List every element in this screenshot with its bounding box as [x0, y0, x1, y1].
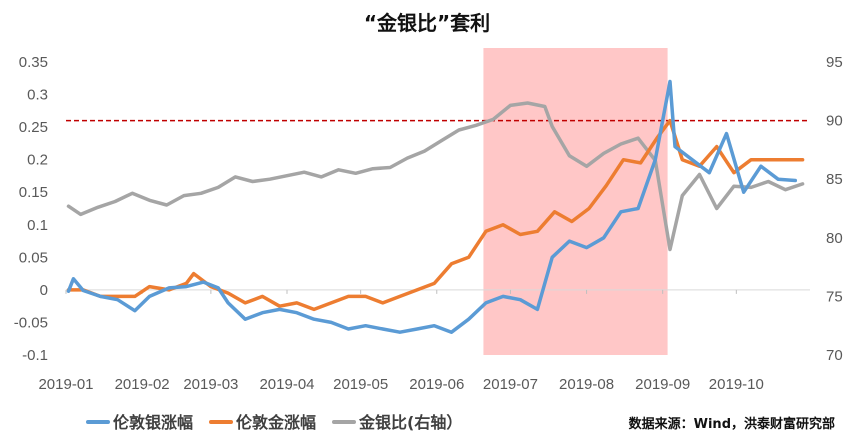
y-right-tick-label: 95	[826, 54, 843, 71]
highlight-band	[483, 48, 668, 355]
legend-label: 伦敦银涨幅	[113, 413, 193, 432]
left-axis-ticks: -0.1 -0.05 0 0.05 0.1 0.15 0.2 0.25 0.3 0.35	[14, 54, 48, 364]
series-line-2	[66, 118, 805, 312]
x-tick-label: 2019-07	[483, 376, 538, 393]
x-tick-label: 2019-05	[333, 376, 388, 393]
x-tick-label: 2019-02	[115, 376, 170, 393]
y-left-tick-label: 0.35	[19, 54, 48, 71]
x-tick-label: 2019-08	[559, 376, 614, 393]
legend-label: 伦敦金涨幅	[236, 413, 316, 432]
y-left-tick-label: 0.3	[27, 87, 48, 104]
x-tick-label: 2019-04	[259, 376, 314, 393]
y-left-tick-label: -0.05	[14, 314, 48, 331]
y-left-tick-label: 0	[40, 282, 48, 299]
legend: 伦敦银涨幅 伦敦金涨幅 金银比(右轴）	[86, 413, 462, 432]
series-line-1	[66, 79, 798, 334]
y-right-tick-label: 75	[826, 288, 843, 305]
y-left-tick-label: 0.2	[27, 152, 48, 169]
y-right-tick-label: 70	[826, 347, 843, 364]
x-axis-ticks: 2019-01 2019-02 2019-03 2019-04 2019-05 2019-…	[38, 289, 764, 393]
x-tick-label: 2019-01	[38, 376, 93, 393]
source-note: 数据来源：Wind，洪泰财富研究部	[629, 416, 835, 432]
x-tick-label: 2019-06	[409, 376, 464, 393]
y-right-tick-label: 80	[826, 230, 843, 247]
y-left-tick-label: -0.1	[22, 347, 48, 364]
right-axis-ticks: 70 75 80 85 90 95	[826, 54, 843, 364]
legend-label: 金银比(右轴）	[358, 413, 462, 432]
series-line-3	[66, 101, 805, 252]
y-right-tick-label: 90	[826, 113, 843, 130]
x-tick-label: 2019-10	[709, 376, 764, 393]
x-tick-label: 2019-03	[183, 376, 238, 393]
series-lines	[66, 79, 805, 334]
y-left-tick-label: 0.05	[19, 249, 48, 266]
y-left-tick-label: 0.25	[19, 119, 48, 136]
y-right-tick-label: 85	[826, 171, 843, 188]
x-tick-label: 2019-09	[635, 376, 690, 393]
y-left-tick-label: 0.15	[19, 184, 48, 201]
chart-title: “金银比”套利	[364, 11, 490, 35]
y-left-tick-label: 0.1	[27, 217, 48, 234]
